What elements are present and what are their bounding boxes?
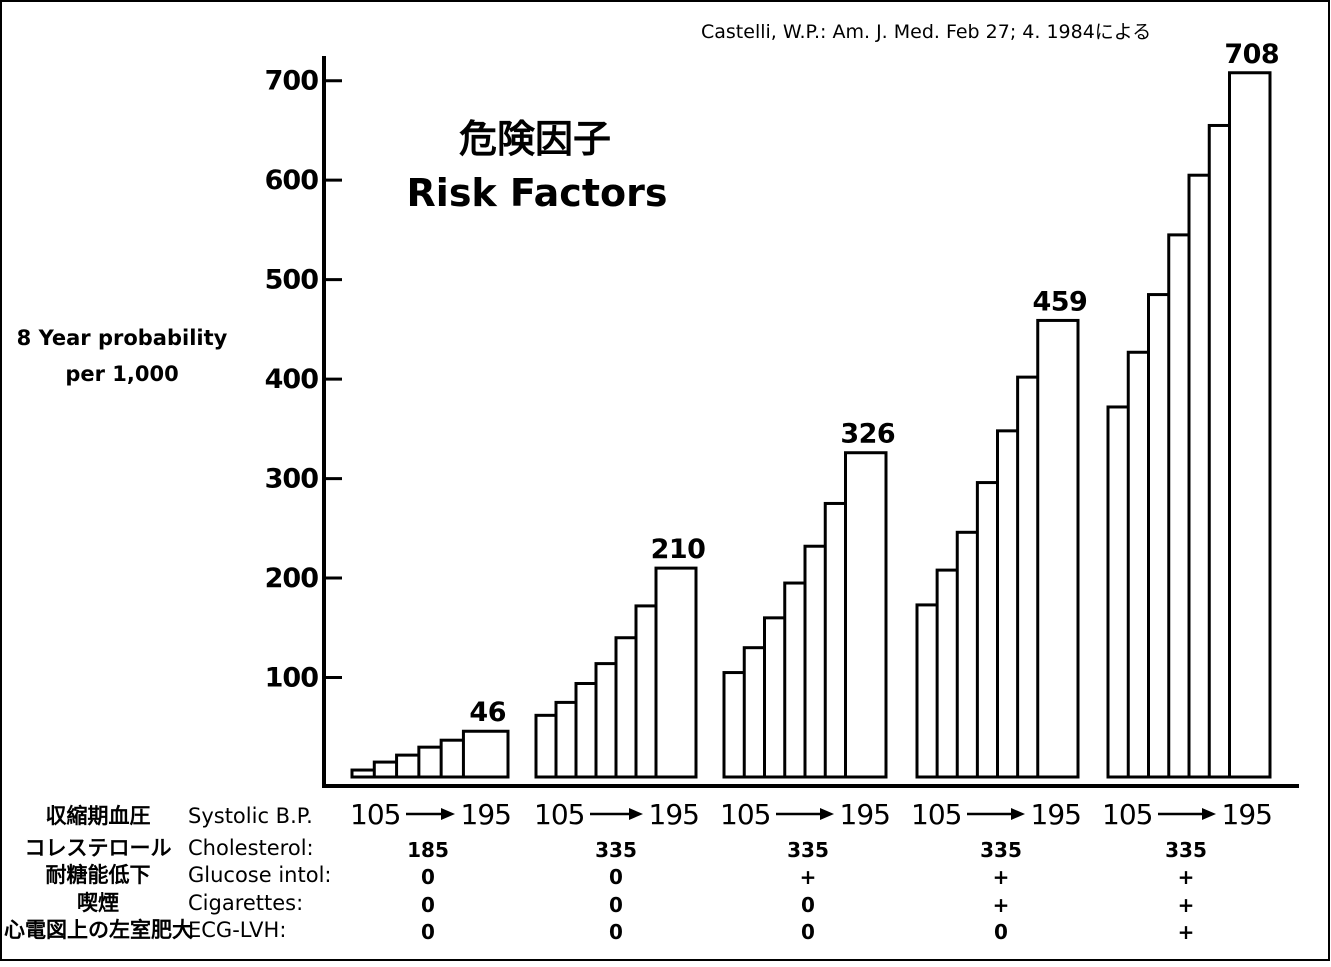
bp-to-label-2: 195 <box>649 798 699 831</box>
factor-rows: 収縮期血圧 Systolic B.P. コレステロール Cholesterol: 耐糖能… <box>4 798 1273 944</box>
y-tick-label-100: 100 <box>265 663 319 694</box>
row-label-jp-1: 収縮期血圧 <box>46 804 151 828</box>
cell-glucose-2: 0 <box>609 865 623 889</box>
cell-glucose-4: + <box>993 865 1010 889</box>
peak-value-label-1: 46 <box>469 697 506 728</box>
y-tick-label-700: 700 <box>265 66 319 97</box>
bar-groups: 46 210 326 459 708 <box>350 39 1280 779</box>
cell-ecg_lvh-5: + <box>1178 920 1195 944</box>
cell-cigarettes-4: + <box>993 893 1010 917</box>
chart-title-jp: 危険因子 <box>459 117 611 161</box>
bar-5-7 <box>1228 71 1272 779</box>
row-label-jp-3: 耐糖能低下 <box>46 863 151 887</box>
y-tick-label-300: 300 <box>265 464 319 495</box>
bar-group-2: 210 <box>534 534 706 779</box>
bp-arrow-head-1 <box>441 808 455 820</box>
cell-cigarettes-2: 0 <box>609 893 623 917</box>
cell-cholesterol-2: 335 <box>595 838 637 862</box>
bp-from-label-2: 105 <box>534 798 584 831</box>
bp-arrow-head-2 <box>629 808 643 820</box>
bp-from-label-3: 105 <box>720 798 770 831</box>
bp-arrow-head-4 <box>1011 808 1025 820</box>
bar-1-6 <box>461 729 510 779</box>
peak-value-label-3: 326 <box>840 419 895 450</box>
bar-group-3: 326 <box>722 419 896 779</box>
cell-cigarettes-5: + <box>1178 893 1195 917</box>
row-label-jp-4: 喫煙 <box>77 891 119 915</box>
peak-value-label-5: 708 <box>1224 39 1279 70</box>
bp-from-label-1: 105 <box>350 798 400 831</box>
y-tick-label-500: 500 <box>265 265 319 296</box>
bp-to-label-5: 195 <box>1222 798 1272 831</box>
cell-cholesterol-5: 335 <box>1165 838 1207 862</box>
cell-ecg_lvh-4: 0 <box>994 920 1008 944</box>
cell-cigarettes-1: 0 <box>421 893 435 917</box>
row-label-en-5: ECG-LVH: <box>188 918 286 942</box>
bp-arrow-head-5 <box>1202 808 1216 820</box>
bp-from-label-5: 105 <box>1102 798 1152 831</box>
row-label-en-3: Glucose intol: <box>188 863 331 887</box>
cell-ecg_lvh-1: 0 <box>421 920 435 944</box>
cell-ecg_lvh-3: 0 <box>801 920 815 944</box>
bp-to-label-1: 195 <box>461 798 511 831</box>
cell-ecg_lvh-2: 0 <box>609 920 623 944</box>
row-label-jp-2: コレステロール <box>25 836 172 860</box>
bar-group-4: 459 <box>915 286 1088 779</box>
bar-group-1: 46 <box>350 697 510 779</box>
bar-2-7 <box>654 566 698 779</box>
y-axis-label-line1: 8 Year probability <box>17 326 228 350</box>
y-tick-label-400: 400 <box>265 364 319 395</box>
row-label-jp-5: 心電図上の左室肥大 <box>4 918 193 942</box>
bp-arrow-head-3 <box>820 808 834 820</box>
cell-glucose-1: 0 <box>421 865 435 889</box>
bar-4-7 <box>1036 318 1080 779</box>
y-tick-label-200: 200 <box>265 563 319 594</box>
cell-glucose-3: + <box>800 865 817 889</box>
cell-cholesterol-4: 335 <box>980 838 1022 862</box>
row-label-en-2: Cholesterol: <box>188 836 314 860</box>
bp-to-label-3: 195 <box>840 798 890 831</box>
row-label-en-4: Cigarettes: <box>188 891 303 915</box>
y-axis-label-line2: per 1,000 <box>65 362 178 386</box>
bar-3-7 <box>844 451 888 779</box>
cell-cholesterol-3: 335 <box>787 838 829 862</box>
y-ticks: 100 200 300 400 500 600 700 <box>265 66 342 694</box>
bp-from-label-4: 105 <box>911 798 961 831</box>
cell-glucose-5: + <box>1178 865 1195 889</box>
bar-group-5: 708 <box>1106 39 1280 779</box>
peak-value-label-4: 459 <box>1032 286 1087 317</box>
peak-value-label-2: 210 <box>651 534 706 565</box>
chart-title: Risk Factors <box>407 171 668 215</box>
row-label-en-1: Systolic B.P. <box>188 804 313 828</box>
bp-to-label-4: 195 <box>1031 798 1081 831</box>
cell-cholesterol-1: 185 <box>407 838 449 862</box>
y-tick-label-600: 600 <box>265 165 319 196</box>
citation: Castelli, W.P.: Am. J. Med. Feb 27; 4. 1… <box>701 21 1151 43</box>
cell-cigarettes-3: 0 <box>801 893 815 917</box>
